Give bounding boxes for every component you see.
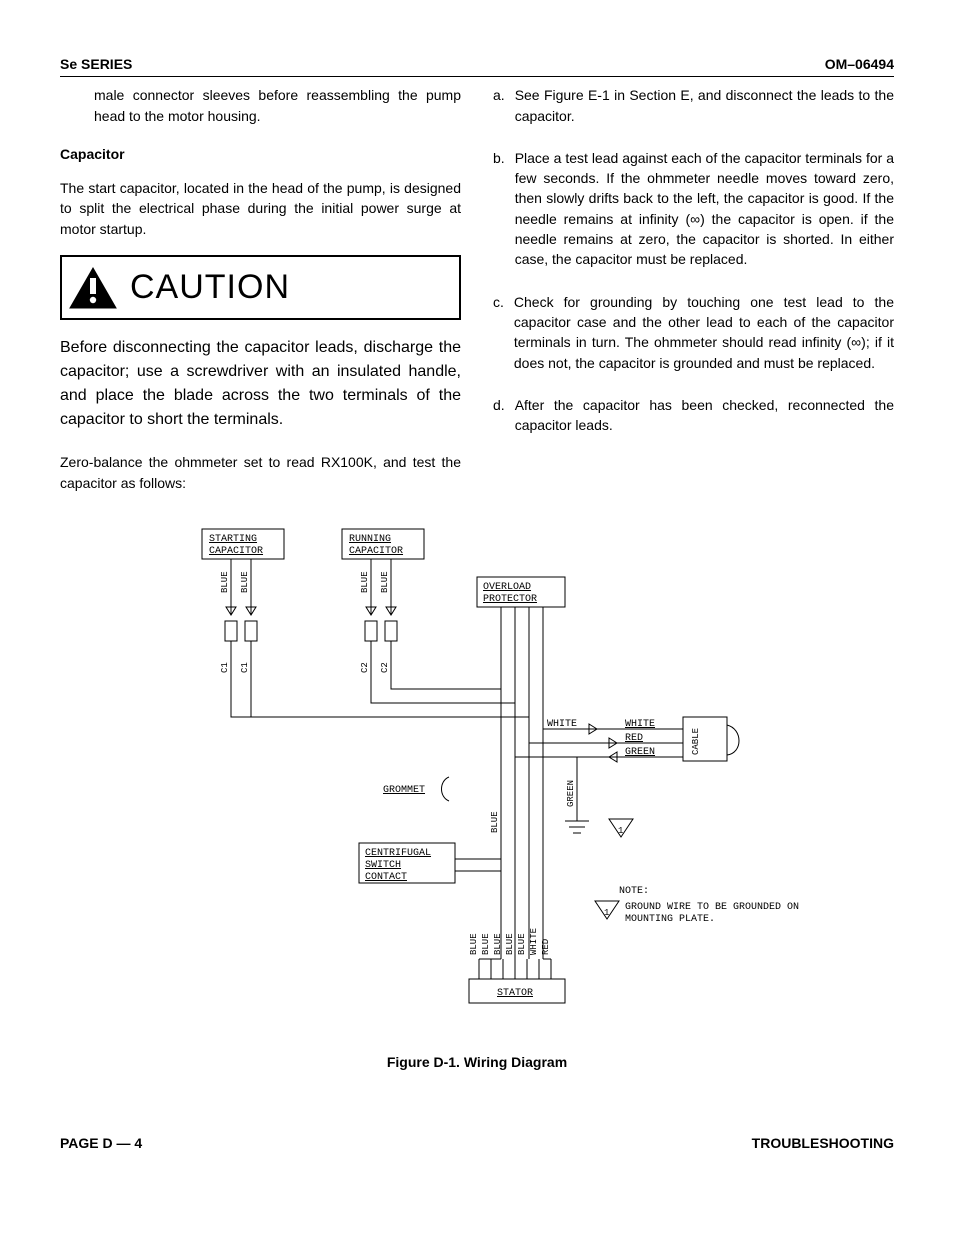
svg-text:BLUE: BLUE (517, 933, 527, 955)
marker-c: c. (493, 292, 504, 373)
wiring-diagram: STARTING CAPACITOR RUNNING CAPACITOR OVE… (60, 519, 894, 1073)
svg-text:GREEN: GREEN (566, 780, 576, 807)
svg-text:STARTING: STARTING (209, 534, 257, 545)
text-columns: male connector sleeves before reassembli… (60, 85, 894, 509)
footer-right: TROUBLESHOOTING (752, 1133, 894, 1153)
caution-icon (68, 266, 118, 310)
svg-text:SWITCH: SWITCH (365, 860, 401, 871)
capacitor-heading: Capacitor (60, 144, 461, 164)
svg-text:1: 1 (618, 826, 623, 836)
continued-para: male connector sleeves before reassembli… (94, 85, 461, 126)
svg-text:BLUE: BLUE (493, 933, 503, 955)
svg-text:GROMMET: GROMMET (383, 785, 425, 796)
svg-text:MOUNTING PLATE.: MOUNTING PLATE. (625, 914, 715, 925)
svg-text:BLUE: BLUE (505, 933, 515, 955)
svg-text:CAPACITOR: CAPACITOR (209, 546, 263, 557)
figure-caption: Figure D-1. Wiring Diagram (60, 1052, 894, 1072)
svg-text:C2: C2 (360, 662, 370, 673)
svg-text:RED: RED (541, 939, 551, 955)
test-intro: Zero-balance the ohmmeter set to read RX… (60, 452, 461, 493)
svg-text:BLUE: BLUE (469, 933, 479, 955)
svg-text:GREEN: GREEN (625, 747, 655, 758)
svg-text:CABLE: CABLE (691, 728, 701, 755)
svg-text:RED: RED (625, 733, 643, 744)
svg-text:BLUE: BLUE (380, 571, 390, 593)
capacitor-intro: The start capacitor, located in the head… (60, 178, 461, 239)
step-d: d. After the capacitor has been checked,… (493, 395, 894, 436)
left-column: male connector sleeves before reassembli… (60, 85, 461, 509)
svg-text:BLUE: BLUE (240, 571, 250, 593)
step-c-text: Check for grounding by touching one test… (514, 292, 894, 373)
step-b: b. Place a test lead against each of the… (493, 148, 894, 270)
svg-text:PROTECTOR: PROTECTOR (483, 594, 537, 605)
svg-text:C1: C1 (240, 662, 250, 673)
marker-a: a. (493, 85, 505, 126)
footer-left: PAGE D — 4 (60, 1133, 142, 1153)
step-b-text: Place a test lead against each of the ca… (515, 148, 894, 270)
step-a: a. See Figure E-1 in Section E, and disc… (493, 85, 894, 126)
svg-text:CENTRIFUGAL: CENTRIFUGAL (365, 848, 431, 859)
svg-text:1: 1 (604, 908, 609, 918)
page-header: Se SERIES OM–06494 (60, 54, 894, 77)
step-c: c. Check for grounding by touching one t… (493, 292, 894, 373)
marker-d: d. (493, 395, 505, 436)
right-column: a. See Figure E-1 in Section E, and disc… (493, 85, 894, 509)
svg-text:WHITE: WHITE (529, 928, 539, 955)
step-d-text: After the capacitor has been checked, re… (515, 395, 894, 436)
svg-text:STATOR: STATOR (497, 988, 533, 999)
svg-text:CONTACT: CONTACT (365, 872, 407, 883)
svg-text:CAPACITOR: CAPACITOR (349, 546, 403, 557)
svg-text:BLUE: BLUE (220, 571, 230, 593)
svg-text:GROUND WIRE TO BE GROUNDED ON: GROUND WIRE TO BE GROUNDED ON (625, 902, 799, 913)
header-left: Se SERIES (60, 54, 132, 74)
svg-text:WHITE: WHITE (547, 719, 577, 730)
svg-text:BLUE: BLUE (490, 811, 500, 833)
header-right: OM–06494 (825, 54, 894, 74)
svg-text:C2: C2 (380, 662, 390, 673)
marker-b: b. (493, 148, 505, 270)
caution-label: CAUTION (130, 263, 290, 312)
svg-text:NOTE:: NOTE: (619, 886, 649, 897)
svg-text:RUNNING: RUNNING (349, 534, 391, 545)
page-footer: PAGE D — 4 TROUBLESHOOTING (60, 1133, 894, 1153)
svg-text:OVERLOAD: OVERLOAD (483, 582, 531, 593)
step-a-text: See Figure E-1 in Section E, and disconn… (515, 85, 894, 126)
caution-body: Before disconnecting the capacitor leads… (60, 336, 461, 432)
caution-box: CAUTION (60, 255, 461, 320)
svg-text:WHITE: WHITE (625, 719, 655, 730)
svg-text:BLUE: BLUE (481, 933, 491, 955)
svg-text:BLUE: BLUE (360, 571, 370, 593)
svg-text:C1: C1 (220, 662, 230, 673)
